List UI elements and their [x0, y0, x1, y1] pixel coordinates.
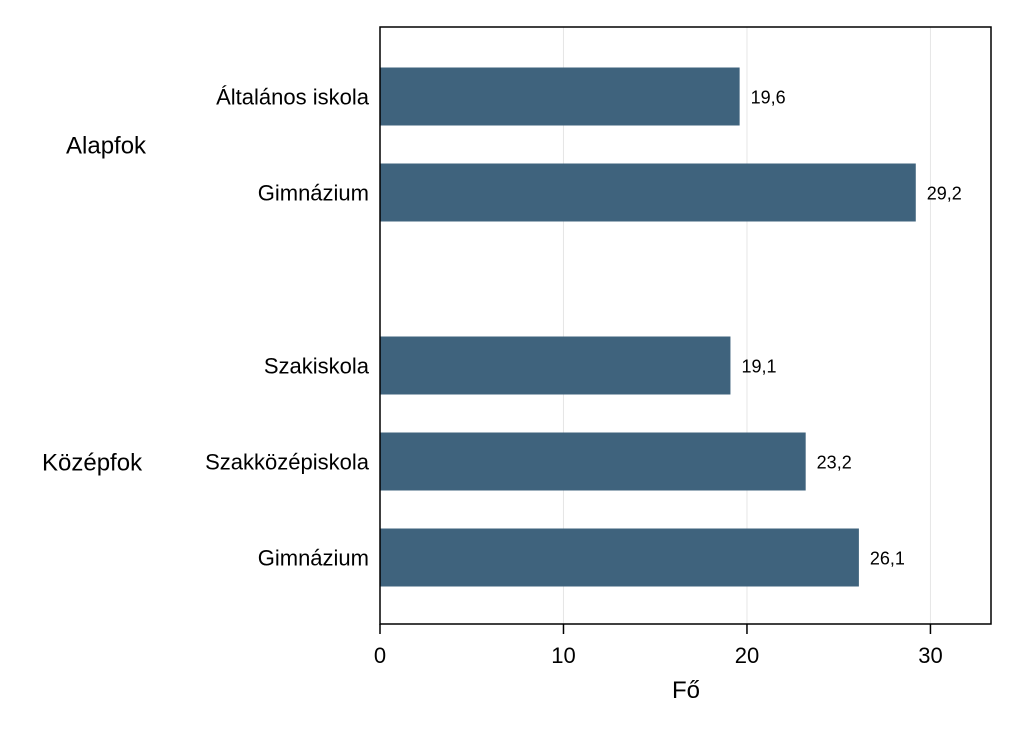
x-tick-label: 10: [551, 643, 575, 668]
category-label: Szakiskola: [264, 354, 370, 379]
category-label: Gimnázium: [258, 546, 369, 571]
category-label: Szakközépiskola: [205, 450, 370, 475]
bar: [380, 336, 731, 395]
group-label: Középfok: [42, 450, 143, 477]
x-tick-label: 0: [374, 643, 386, 668]
grid-lines: [562, 27, 931, 624]
bar: [380, 432, 806, 491]
bar: [380, 528, 859, 587]
data-label: 19,1: [741, 357, 776, 377]
data-label: 23,2: [817, 453, 852, 473]
group-label: Alapfok: [66, 133, 147, 160]
bars: [380, 67, 916, 587]
category-label: Gimnázium: [258, 181, 369, 206]
bar: [380, 163, 916, 222]
x-tick-label: 30: [918, 643, 942, 668]
bar: [380, 67, 740, 126]
x-axis-title: Fő: [672, 677, 700, 704]
category-label: Általános iskola: [216, 85, 370, 110]
data-label: 19,6: [751, 88, 786, 108]
labels: Általános iskola 19,6 Gimnázium 29,2 Alapfok…: [42, 85, 962, 571]
data-label: 26,1: [870, 549, 905, 569]
x-tick-label: 20: [735, 643, 759, 668]
x-axis: 0 10 20 30: [374, 624, 943, 668]
plot-frame: [379, 26, 992, 625]
data-label: 29,2: [927, 184, 962, 204]
